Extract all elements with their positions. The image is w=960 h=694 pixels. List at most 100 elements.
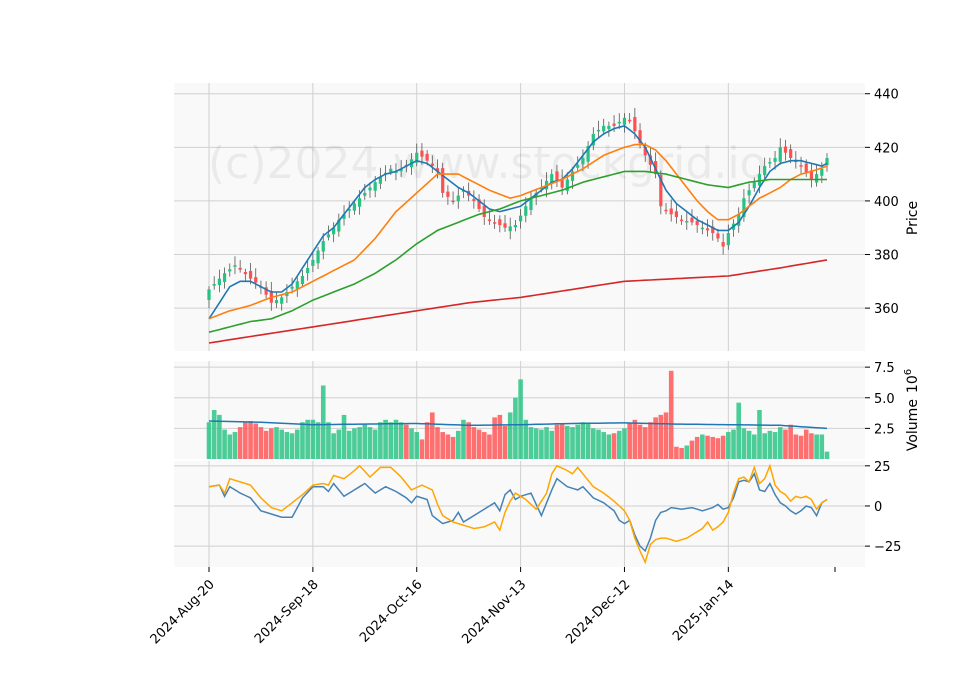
volume-bar: [684, 445, 690, 459]
volume-bar: [237, 427, 243, 459]
volume-bar: [803, 429, 809, 459]
volume-bar: [627, 423, 632, 459]
volume-bar: [528, 427, 534, 459]
candle-body: [773, 158, 777, 162]
volume-bar: [357, 427, 362, 459]
volume-bar: [419, 439, 425, 459]
volume-bar: [336, 429, 342, 459]
volume-bar: [694, 436, 700, 459]
candle-body: [482, 205, 486, 217]
candle-body: [690, 217, 694, 223]
volume-bar: [430, 412, 435, 459]
x-tick-label: 2025-Jan-14: [670, 577, 737, 644]
candle-body: [560, 178, 564, 188]
volume-bar: [424, 422, 430, 459]
volume-bar: [809, 433, 814, 459]
volume-axis-label: Volume 106: [903, 369, 921, 451]
volume-bar: [777, 427, 783, 459]
candle-body: [321, 241, 325, 252]
volume-bar: [601, 432, 606, 459]
candle-body: [456, 195, 460, 202]
candle-body: [804, 163, 808, 173]
candle-body: [815, 174, 819, 183]
candle-body: [420, 150, 424, 157]
candle-body: [472, 199, 476, 201]
volume-bar: [585, 423, 591, 459]
volume-bar: [279, 429, 285, 459]
candle-body: [679, 219, 684, 222]
candle-body: [737, 214, 741, 226]
candle-body: [581, 158, 585, 165]
candle-body: [435, 168, 440, 172]
candle-body: [352, 203, 357, 211]
candle-body: [238, 267, 242, 270]
volume-bar: [798, 435, 804, 459]
volume-bar: [253, 423, 259, 459]
volume-bar: [445, 434, 451, 459]
candle-body: [628, 119, 632, 122]
oscillator-lines: [208, 463, 828, 565]
volume-bar: [455, 430, 461, 459]
candle-body: [373, 182, 377, 191]
candle-body: [763, 166, 767, 176]
volume-axis-label-name: Volume: [905, 399, 921, 451]
volume-bar: [466, 422, 471, 459]
candle-body: [789, 149, 793, 159]
candle-body: [446, 191, 450, 197]
candle-body: [337, 219, 341, 232]
candle-body: [498, 219, 502, 226]
candle-body: [243, 272, 247, 275]
volume-bar: [487, 434, 492, 459]
candle-body: [347, 208, 351, 211]
candle-body: [716, 233, 720, 239]
candle-body: [742, 198, 746, 218]
candle-body: [207, 289, 211, 301]
candle-body: [487, 219, 492, 221]
volume-bar: [731, 429, 736, 459]
candle-body: [358, 198, 362, 207]
volume-bar: [440, 432, 445, 459]
candle-body: [274, 300, 279, 304]
candle-body: [726, 233, 730, 246]
candle-body: [280, 297, 284, 304]
volume-bar: [320, 385, 326, 459]
candle-body: [596, 129, 601, 132]
candle-body: [248, 270, 253, 279]
volume-bar: [653, 417, 658, 459]
candle-body: [217, 278, 221, 285]
volume-bar: [539, 429, 544, 459]
moving-averages: [208, 125, 828, 344]
candle-body: [477, 199, 481, 209]
volume-bar: [772, 432, 778, 459]
volume-bar: [502, 425, 508, 459]
volume-bar: [679, 447, 684, 459]
volume-bar: [715, 438, 721, 459]
y-tick-label: 380: [874, 249, 899, 264]
candle-body: [638, 130, 642, 144]
volume-bar: [507, 412, 513, 459]
volume-average-line: [208, 420, 828, 430]
volume-bar: [414, 432, 420, 459]
volume-bar: [513, 397, 518, 459]
candle-body: [493, 222, 497, 224]
volume-bar: [352, 428, 357, 459]
candle-body: [363, 192, 367, 196]
candle-body: [705, 228, 710, 231]
volume-bar: [248, 421, 253, 459]
candle-body: [368, 187, 372, 191]
y-tick-label: 400: [874, 195, 899, 210]
volume-bar: [611, 433, 617, 459]
candle-body: [757, 174, 762, 186]
volume-bar: [435, 427, 440, 459]
candle-body: [700, 227, 704, 230]
volume-bar: [580, 422, 586, 459]
candle-body: [664, 209, 668, 212]
moving-average-line-3: [208, 170, 827, 333]
candle-body: [295, 281, 299, 289]
volume-bar: [668, 370, 674, 459]
candle-body: [555, 171, 559, 181]
volume-bar: [217, 414, 222, 459]
volume-bar: [658, 414, 664, 459]
volume-bar: [263, 430, 269, 459]
